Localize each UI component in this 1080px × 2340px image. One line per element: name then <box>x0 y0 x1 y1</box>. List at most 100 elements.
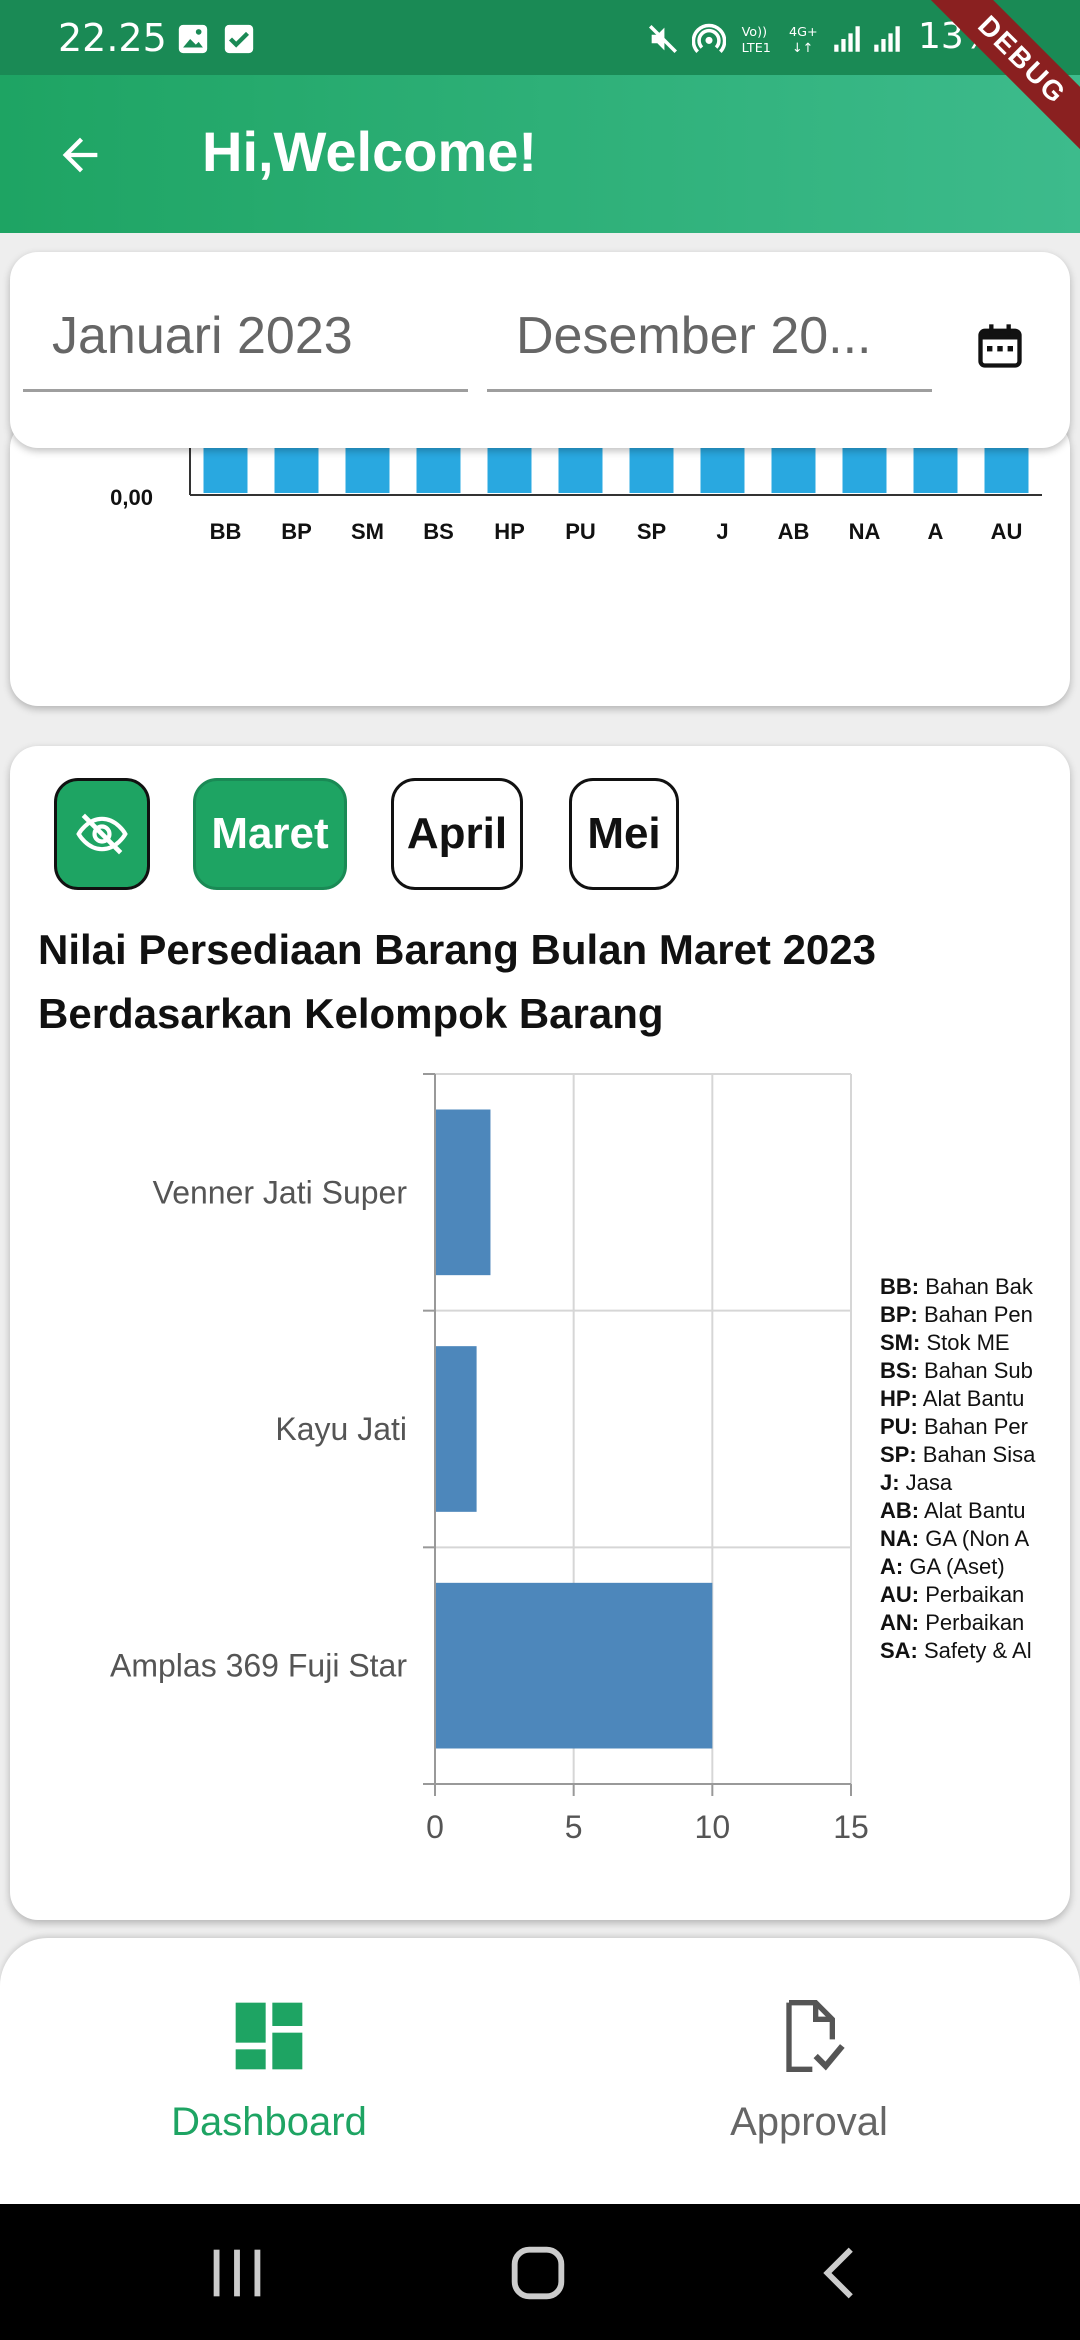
start-date-field[interactable]: Januari 2023 <box>23 292 468 392</box>
svg-text:↓↑: ↓↑ <box>792 41 813 56</box>
legend-label: Perbaikan <box>919 1582 1025 1607</box>
bar-amplas-369-fuji-star <box>435 1582 713 1749</box>
legend-item: NA: GA (Non A <box>880 1525 1052 1553</box>
legend-code: BB: <box>880 1274 920 1299</box>
legend-label: Stok ME <box>920 1330 1010 1355</box>
signal-icon <box>834 26 860 52</box>
x-tick-label: 10 <box>695 1809 731 1845</box>
back-button[interactable] <box>40 115 120 195</box>
legend-code: PU: <box>880 1414 918 1439</box>
calendar-icon[interactable] <box>974 320 1026 372</box>
month-tab-mei[interactable]: Mei <box>569 778 679 890</box>
monthly-inventory-card: Maret April Mei Nilai Persediaan Barang … <box>10 746 1070 1920</box>
legend-code: BP: <box>880 1302 918 1327</box>
task-notification-icon <box>224 24 254 54</box>
svg-text:LTE1: LTE1 <box>742 41 771 56</box>
legend-item: BP: Bahan Pen <box>880 1301 1052 1329</box>
date-range-card: Januari 2023 Desember 20... <box>10 252 1070 448</box>
hotspot-icon <box>692 23 726 53</box>
mute-icon <box>648 24 678 54</box>
end-date-field[interactable]: Desember 20... <box>487 292 932 392</box>
month-tab-april[interactable]: April <box>391 778 523 890</box>
month-tab-maret[interactable]: Maret <box>193 778 347 890</box>
legend-item: BB: Bahan Bak <box>880 1273 1052 1301</box>
x-tick-label: AU <box>991 519 1023 544</box>
recent-apps-icon[interactable] <box>202 2238 272 2308</box>
svg-text:Vo)): Vo)) <box>742 25 767 40</box>
legend-item: HP: Alat Bantu <box>880 1385 1052 1413</box>
y-tick-label: 0,00 <box>110 485 153 510</box>
legend-label: Bahan Pen <box>917 1302 1033 1327</box>
legend-label: GA (Aset) <box>903 1554 1005 1579</box>
legend-item: BS: Bahan Sub <box>880 1357 1052 1385</box>
status-time: 22.25 <box>58 16 167 60</box>
nav-dashboard[interactable]: Dashboard <box>119 1996 419 2176</box>
legend-label: Alat Bantu <box>919 1498 1026 1523</box>
legend-code: BS: <box>880 1358 918 1383</box>
nav-approval[interactable]: Approval <box>659 1996 959 2176</box>
y-category-label: Kayu Jati <box>275 1411 407 1447</box>
legend-code: NA: <box>880 1526 920 1551</box>
legend-item: AN: Perbaikan <box>880 1609 1052 1637</box>
status-bar: 22.25 Vo)) LTE1 4G+ ↓↑ 13% DEBUG <box>0 0 1080 168</box>
group-summary-chart: 0,00 BB BP SM BS HP PU SP J AB NA A AU <box>110 420 1042 544</box>
x-tick-label: SP <box>637 519 666 544</box>
x-tick-label: BB <box>210 519 242 544</box>
x-tick-label: HP <box>494 519 525 544</box>
nav-approval-label: Approval <box>730 2100 888 2144</box>
chart-title: Nilai Persediaan Barang Bulan Maret 2023… <box>38 926 877 1037</box>
arrow-back-icon <box>62 137 98 173</box>
legend-item: AU: Perbaikan <box>880 1581 1052 1609</box>
y-category-label: Venner Jati Super <box>153 1174 408 1210</box>
legend-item: A: GA (Aset) <box>880 1553 1052 1581</box>
bottom-navigation: Dashboard Approval <box>0 1938 1080 2204</box>
x-tick-label: SM <box>351 519 384 544</box>
legend-item: AB: Alat Bantu <box>880 1497 1052 1525</box>
document-check-icon <box>786 2000 845 2072</box>
legend-code: A: <box>880 1554 904 1579</box>
x-tick-label: J <box>716 519 728 544</box>
volte-icon: Vo))LTE1 <box>742 25 771 56</box>
legend-item: SM: Stok ME <box>880 1329 1052 1357</box>
x-tick-label: 0 <box>426 1809 444 1845</box>
legend-code: AB: <box>880 1498 920 1523</box>
x-tick-label: BS <box>423 519 454 544</box>
legend-label: Bahan Bak <box>919 1274 1033 1299</box>
bar-kayu-jati <box>435 1346 477 1512</box>
x-tick-label: PU <box>565 519 596 544</box>
legend-label: Jasa <box>899 1470 953 1495</box>
x-tick-label: 5 <box>565 1809 583 1845</box>
signal-icon-2 <box>874 26 900 52</box>
x-tick-label: 15 <box>833 1809 869 1845</box>
legend-label: Bahan Per <box>917 1414 1028 1439</box>
x-tick-label: BP <box>281 519 312 544</box>
group-summary-chart-card: 0,00 BB BP SM BS HP PU SP J AB NA A AU <box>10 420 1070 706</box>
home-icon[interactable] <box>503 2238 573 2308</box>
gallery-notification-icon <box>178 24 208 54</box>
toggle-visibility-button[interactable] <box>54 778 150 890</box>
nav-dashboard-label: Dashboard <box>171 2100 367 2144</box>
legend-code: J: <box>880 1470 900 1495</box>
app-bar: Hi,Welcome! <box>0 75 1080 233</box>
network-type-icon: 4G+↓↑ <box>789 25 818 56</box>
legend-item: PU: Bahan Per <box>880 1413 1052 1441</box>
x-tick-label: AB <box>778 519 810 544</box>
group-legend: BB: Bahan Bak BP: Bahan Pen SM: Stok ME BS:… <box>880 1273 1052 1665</box>
x-tick-label: A <box>928 519 944 544</box>
bar-venner-jati-super <box>435 1109 491 1276</box>
legend-item: J: Jasa <box>880 1469 1052 1497</box>
visibility-off-icon <box>76 813 128 855</box>
legend-item: SA: Safety & Al <box>880 1637 1052 1665</box>
svg-text:4G+: 4G+ <box>789 25 818 40</box>
legend-label: Safety & Al <box>917 1638 1032 1663</box>
y-category-label: Amplas 369 Fuji Star <box>110 1648 407 1684</box>
legend-code: SA: <box>880 1638 918 1663</box>
page-title: Hi,Welcome! <box>202 120 538 183</box>
legend-label: GA (Non A <box>919 1526 1030 1551</box>
system-navigation-bar <box>0 2204 1080 2340</box>
legend-code: HP: <box>880 1386 918 1411</box>
legend-code: SP: <box>880 1442 917 1467</box>
legend-label: Bahan Sisa <box>916 1442 1036 1467</box>
back-nav-icon[interactable] <box>807 2238 877 2308</box>
legend-label: Alat Bantu <box>917 1386 1025 1411</box>
